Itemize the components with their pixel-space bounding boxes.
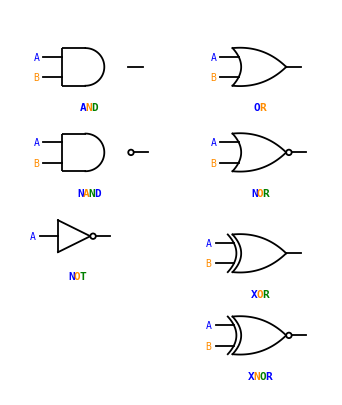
Text: B: B: [34, 158, 39, 168]
Text: D: D: [94, 188, 101, 198]
Text: O: O: [259, 371, 266, 381]
Text: B: B: [210, 158, 216, 168]
Text: R: R: [265, 371, 272, 381]
Text: A: A: [80, 103, 87, 113]
Text: B: B: [206, 341, 212, 351]
Text: R: R: [262, 289, 269, 299]
Text: A: A: [83, 188, 90, 198]
Text: A: A: [34, 53, 39, 63]
Circle shape: [286, 150, 292, 156]
Text: N: N: [86, 103, 92, 113]
Text: N: N: [254, 371, 261, 381]
Text: A: A: [30, 232, 36, 242]
Text: A: A: [210, 53, 216, 63]
Text: O: O: [254, 103, 261, 113]
Text: N: N: [251, 188, 258, 198]
Text: O: O: [74, 272, 80, 282]
Text: O: O: [256, 289, 263, 299]
Text: N: N: [68, 272, 75, 282]
Text: B: B: [206, 259, 212, 269]
Text: R: R: [262, 188, 269, 198]
Text: N: N: [77, 188, 84, 198]
Text: T: T: [79, 272, 86, 282]
Text: A: A: [34, 138, 39, 148]
Circle shape: [90, 234, 96, 239]
Text: X: X: [248, 371, 255, 381]
Text: R: R: [259, 103, 266, 113]
Text: D: D: [91, 103, 98, 113]
Text: A: A: [206, 239, 212, 249]
Text: B: B: [210, 73, 216, 83]
Text: A: A: [206, 320, 212, 330]
Text: X: X: [251, 289, 258, 299]
Text: N: N: [88, 188, 95, 198]
Text: O: O: [256, 188, 263, 198]
Circle shape: [128, 150, 134, 156]
Circle shape: [286, 333, 292, 338]
Text: B: B: [34, 73, 39, 83]
Text: A: A: [210, 138, 216, 148]
